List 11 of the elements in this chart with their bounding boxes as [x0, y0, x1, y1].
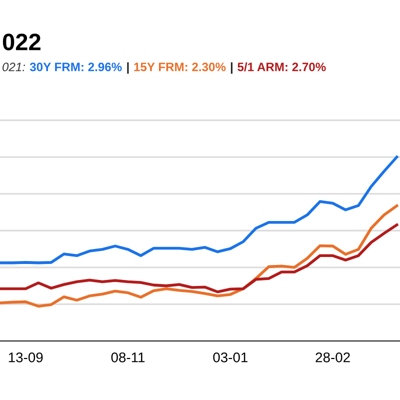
text: 5/1 ARM: 2.70%	[238, 62, 326, 72]
text: |	[127, 62, 129, 74]
chart-subtitle: 021:	[2, 62, 26, 72]
text: |	[230, 62, 232, 74]
x-tick-label: 13-09	[8, 352, 43, 362]
x-tick-label: 28-02	[316, 352, 350, 362]
x-tick-label: 08-11	[111, 352, 145, 362]
text: 30Y FRM: 2.96%	[30, 62, 122, 72]
chart-title: 022	[2, 34, 40, 50]
x-tick-label: 03-01	[213, 352, 248, 362]
text: 15Y FRM: 2.30%	[134, 62, 226, 72]
